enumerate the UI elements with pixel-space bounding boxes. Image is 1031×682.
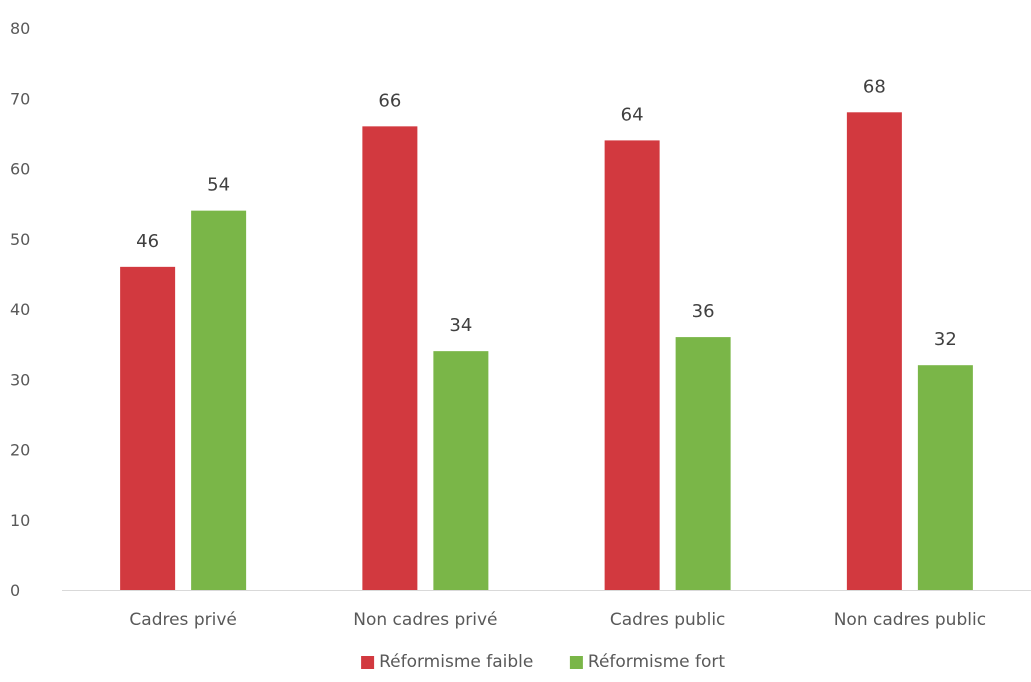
data-label: 66	[378, 90, 401, 111]
legend-swatch	[569, 656, 583, 669]
bar-fort	[675, 337, 731, 590]
data-label: 54	[207, 175, 230, 196]
y-tick-label: 0	[10, 581, 20, 600]
data-label: 32	[934, 329, 957, 350]
data-label: 46	[136, 231, 159, 252]
category-label: Non cadres privé	[353, 610, 497, 630]
legend-label: Réformisme faible	[379, 652, 533, 672]
bar-faible	[120, 266, 176, 590]
bar-faible	[846, 112, 902, 591]
category-label: Non cadres public	[834, 610, 986, 630]
y-tick-label: 80	[10, 19, 30, 38]
y-tick-label: 40	[10, 300, 30, 319]
category-label: Cadres privé	[129, 610, 236, 630]
y-tick-label: 60	[10, 160, 30, 179]
data-label: 36	[692, 301, 715, 322]
bar-fort	[917, 365, 973, 590]
bar-faible	[604, 140, 660, 590]
category-label: Cadres public	[610, 610, 726, 630]
y-tick-label: 30	[10, 370, 30, 389]
y-axis: 0 10 20 30 40 50 60 70 80	[10, 19, 30, 600]
y-tick-label: 10	[10, 511, 30, 530]
bars-group	[120, 112, 973, 591]
legend: Réformisme faible Réformisme fort	[361, 652, 725, 672]
y-tick-label: 20	[10, 441, 30, 460]
bar-fort	[191, 210, 247, 590]
data-label: 68	[863, 76, 886, 97]
bar-fort	[433, 351, 489, 590]
bar-faible	[362, 126, 418, 590]
y-tick-label: 70	[10, 89, 30, 108]
y-tick-label: 50	[10, 230, 30, 249]
legend-swatch	[361, 656, 375, 669]
data-label: 34	[449, 315, 472, 336]
category-labels-group: Cadres privé Non cadres privé Cadres publi…	[129, 610, 986, 630]
data-labels-group: 46 54 66 34 64 36 68 32	[136, 76, 957, 350]
legend-label: Réformisme fort	[588, 652, 726, 672]
data-label: 64	[621, 104, 644, 125]
